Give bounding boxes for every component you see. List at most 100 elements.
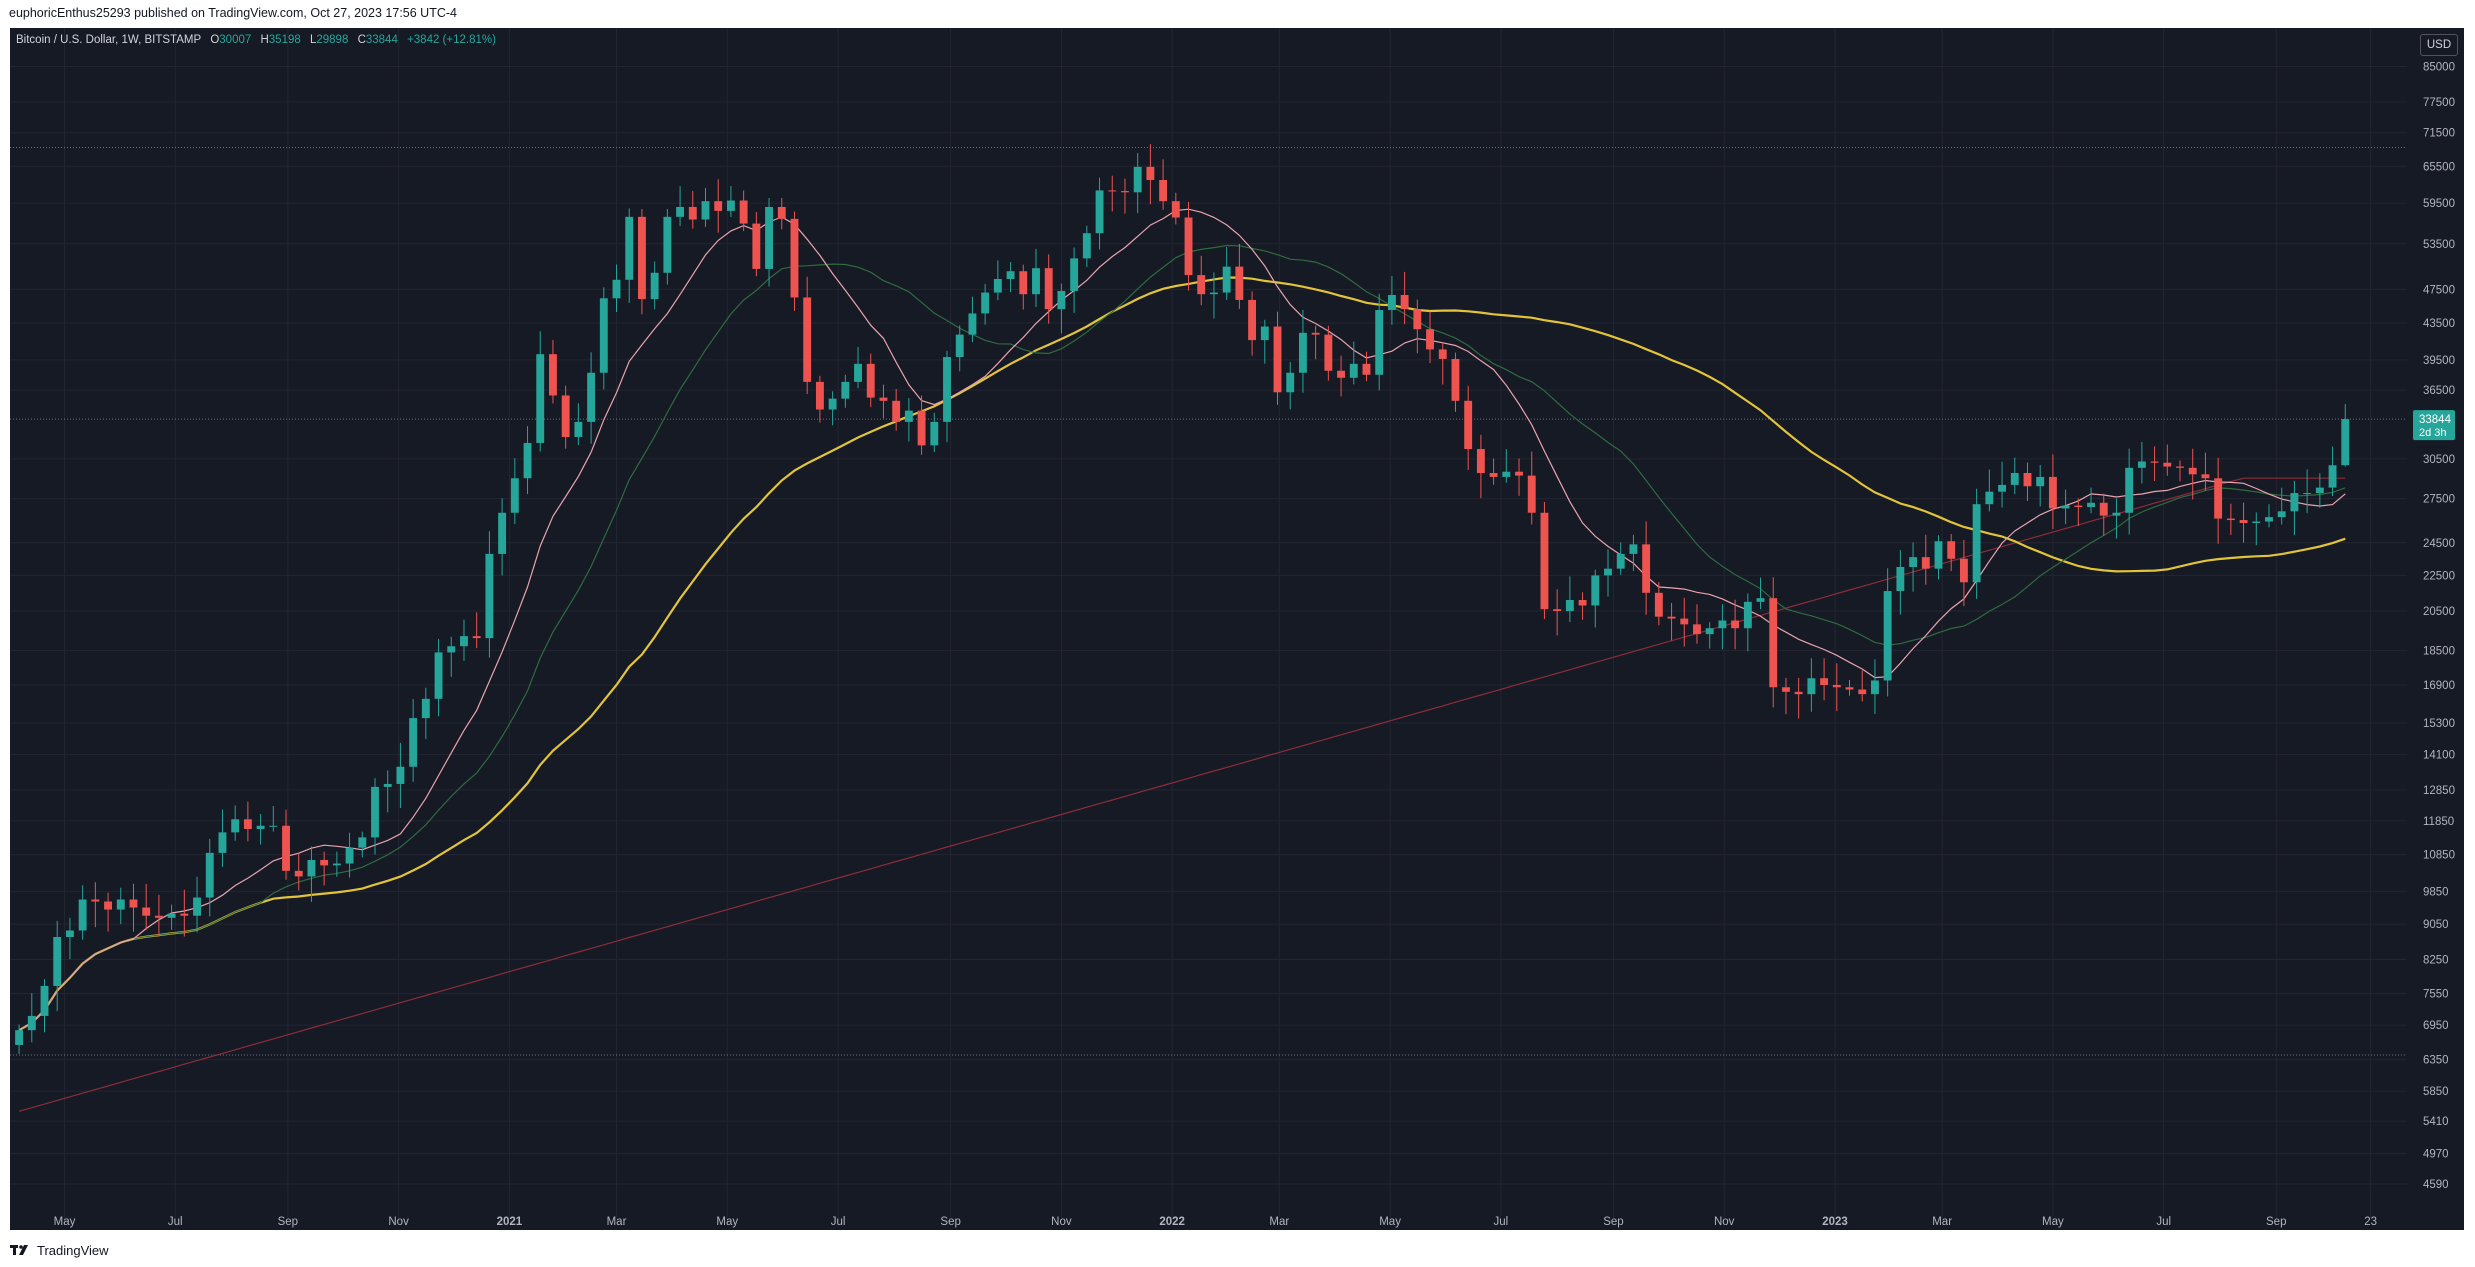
candle-body bbox=[2328, 465, 2337, 488]
candle-body bbox=[269, 825, 278, 827]
candle-body bbox=[765, 206, 773, 269]
candle-body bbox=[421, 698, 430, 719]
candle-body bbox=[943, 357, 951, 422]
time-tick-label: 2023 bbox=[1822, 1216, 1848, 1228]
candle-body bbox=[1718, 620, 1727, 629]
candle-body bbox=[2315, 487, 2324, 494]
candle-body bbox=[2087, 502, 2095, 508]
candle-body bbox=[1515, 471, 1523, 476]
high-label: H bbox=[260, 34, 269, 46]
candle-body bbox=[1565, 599, 1574, 612]
candle-body bbox=[1311, 332, 1320, 335]
candle-body bbox=[701, 201, 710, 220]
candle-body bbox=[383, 783, 392, 787]
price-chart[interactable]: 85000 77500 71500 65500 59500 53500 47500 43500… bbox=[10, 28, 2464, 1230]
candle-body bbox=[854, 363, 862, 382]
candle-body bbox=[15, 1030, 24, 1045]
price-tick-label: 4970 bbox=[2423, 1149, 2449, 1161]
candle-body bbox=[1578, 599, 1587, 606]
candle-body bbox=[2303, 493, 2312, 495]
candle-body bbox=[1273, 326, 1282, 393]
candle-body bbox=[1769, 598, 1778, 688]
time-tick-label: Sep bbox=[2266, 1216, 2286, 1228]
candle-body bbox=[1680, 618, 1689, 625]
price-tick-label: 43500 bbox=[2423, 318, 2455, 330]
candle-body bbox=[1832, 684, 1841, 688]
candle-body bbox=[1782, 687, 1790, 692]
high-value: 35198 bbox=[268, 34, 301, 46]
candle-body bbox=[1413, 309, 1422, 330]
price-tick-label: 47500 bbox=[2423, 284, 2455, 296]
candle-body bbox=[549, 354, 557, 396]
time-tick-label: Sep bbox=[278, 1216, 298, 1228]
candle-body bbox=[1921, 557, 1930, 569]
candle-body bbox=[1667, 616, 1676, 619]
candle-body bbox=[65, 930, 74, 937]
candle-body bbox=[256, 825, 265, 830]
time-tick-label: 2022 bbox=[1159, 1216, 1185, 1228]
candle-body bbox=[1985, 491, 1994, 505]
price-tick-label: 30500 bbox=[2423, 454, 2455, 466]
candle-body bbox=[2061, 505, 2070, 509]
candle-body bbox=[574, 421, 583, 437]
candle-body bbox=[1743, 601, 1752, 629]
candle-body bbox=[1896, 566, 1905, 592]
candle-body bbox=[536, 354, 545, 443]
candle-body bbox=[1642, 544, 1651, 593]
candle-body bbox=[142, 907, 151, 916]
candle-body bbox=[1095, 190, 1104, 234]
candle-body bbox=[78, 899, 87, 931]
candle-body bbox=[1006, 271, 1015, 279]
price-tick-label: 6350 bbox=[2423, 1055, 2449, 1067]
candle-body bbox=[1654, 592, 1663, 617]
candle-body bbox=[1959, 558, 1968, 583]
price-tick-label: 59500 bbox=[2423, 198, 2455, 210]
candle-body bbox=[1731, 620, 1740, 629]
candle-body bbox=[1527, 475, 1536, 513]
candle-body bbox=[167, 913, 176, 918]
candle-body bbox=[1171, 201, 1180, 218]
chart-panel[interactable]: 85000 77500 71500 65500 59500 53500 47500 43500… bbox=[10, 28, 2464, 1230]
candle-body bbox=[904, 410, 913, 422]
candle-body bbox=[676, 206, 685, 217]
price-tick-label: 9050 bbox=[2423, 919, 2449, 931]
candle-body bbox=[714, 201, 723, 211]
candle-body bbox=[892, 400, 901, 422]
time-tick-label: 2021 bbox=[497, 1216, 523, 1228]
candle-body bbox=[726, 200, 735, 211]
candle-body bbox=[218, 832, 227, 853]
candle-body bbox=[930, 421, 939, 446]
candle-body bbox=[434, 652, 443, 699]
candle-body bbox=[2048, 476, 2057, 509]
tradingview-brand[interactable]: TradingView bbox=[10, 1243, 109, 1258]
candle-body bbox=[320, 859, 329, 866]
candle-body bbox=[1591, 575, 1600, 606]
candle-body bbox=[1629, 544, 1638, 554]
time-tick-label: May bbox=[54, 1216, 76, 1228]
candle-body bbox=[917, 410, 926, 446]
price-tick-label: 15300 bbox=[2423, 718, 2455, 730]
candle-body bbox=[1705, 628, 1714, 635]
price-tick-label: 85000 bbox=[2423, 62, 2455, 74]
candle-body bbox=[2252, 521, 2261, 524]
candle-body bbox=[1159, 179, 1168, 202]
candle-body bbox=[1934, 541, 1943, 569]
publish-header: euphoricEnthus25293 published on Trading… bbox=[0, 0, 2475, 28]
candle-body bbox=[2201, 474, 2210, 479]
candle-body bbox=[1947, 541, 1956, 559]
price-tick-label: 11850 bbox=[2423, 816, 2454, 828]
time-tick-label: Nov bbox=[1714, 1216, 1735, 1228]
candle-body bbox=[1044, 268, 1053, 310]
symbol-name: Bitcoin / U.S. Dollar, 1W, BITSTAMP bbox=[16, 34, 202, 46]
candle-body bbox=[371, 786, 379, 838]
candle-body bbox=[2036, 476, 2045, 487]
currency-button[interactable]: USD bbox=[2420, 34, 2458, 56]
candle-body bbox=[1298, 332, 1307, 373]
candle-body bbox=[282, 825, 290, 871]
candle-body bbox=[587, 372, 596, 422]
price-tick-label: 5850 bbox=[2423, 1086, 2449, 1098]
candle-body bbox=[1400, 295, 1409, 310]
candle-body bbox=[409, 718, 418, 767]
candle-body bbox=[523, 442, 532, 479]
candle-body bbox=[1476, 449, 1485, 473]
